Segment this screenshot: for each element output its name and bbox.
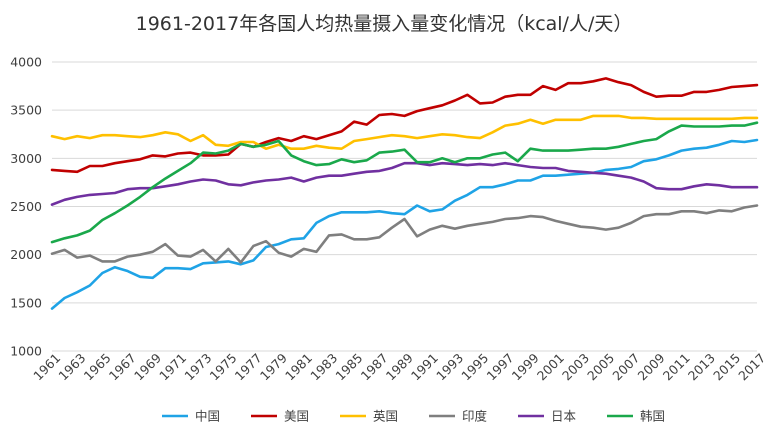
x-tick-label: 1993 bbox=[433, 350, 466, 383]
x-tick-label: 2003 bbox=[559, 350, 592, 383]
y-tick-label: 3500 bbox=[10, 103, 42, 118]
x-tick-label: 1983 bbox=[307, 350, 340, 383]
x-tick-label: 1995 bbox=[458, 350, 491, 383]
x-tick-label: 2005 bbox=[584, 350, 617, 383]
series-line-2 bbox=[50, 114, 759, 150]
x-tick-label: 1967 bbox=[106, 350, 139, 383]
x-tick-label: 1987 bbox=[358, 350, 391, 383]
x-tick-label: 1989 bbox=[383, 350, 416, 383]
x-tick-label: 2017 bbox=[735, 350, 768, 383]
y-tick-label: 3000 bbox=[10, 151, 42, 166]
series-line-4 bbox=[50, 161, 759, 206]
x-tick-label: 1985 bbox=[332, 350, 365, 383]
x-tick-label: 1999 bbox=[509, 350, 542, 383]
x-tick-label: 2011 bbox=[660, 350, 693, 383]
y-tick-label: 2500 bbox=[10, 199, 42, 214]
x-tick-label: 2007 bbox=[609, 350, 642, 383]
x-tick-label: 1997 bbox=[483, 350, 516, 383]
series-line-0 bbox=[50, 138, 759, 310]
legend-label: 印度 bbox=[462, 409, 488, 424]
y-tick-label: 2000 bbox=[10, 247, 42, 262]
x-tick-label: 1971 bbox=[156, 350, 189, 383]
x-tick-label: 2015 bbox=[710, 350, 743, 383]
legend-label: 美国 bbox=[284, 409, 309, 424]
legend: 中国 美国 英国 印度 日本 韩国 bbox=[162, 409, 665, 424]
series-line-3 bbox=[50, 204, 759, 264]
x-tick-label: 1969 bbox=[131, 350, 164, 383]
chart-title: 1961-2017年各国人均热量摄入量变化情况（kcal/人/天） bbox=[136, 13, 633, 35]
y-tick-label: 1500 bbox=[10, 295, 42, 310]
series-line-1 bbox=[50, 77, 759, 174]
x-axis: 1961196319651967196919711973197519771979… bbox=[30, 350, 768, 383]
x-tick-label: 2009 bbox=[635, 350, 668, 383]
series-line-5 bbox=[50, 121, 759, 244]
legend-label: 中国 bbox=[195, 409, 220, 424]
legend-label: 英国 bbox=[373, 409, 398, 424]
y-tick-label: 1000 bbox=[10, 344, 42, 359]
y-tick-label: 4000 bbox=[10, 55, 42, 70]
x-tick-label: 1963 bbox=[55, 350, 88, 383]
x-tick-label: 1991 bbox=[408, 350, 441, 383]
legend-label: 日本 bbox=[551, 409, 577, 424]
x-tick-label: 1973 bbox=[181, 350, 214, 383]
x-tick-label: 2001 bbox=[534, 350, 567, 383]
x-tick-label: 1975 bbox=[207, 350, 240, 383]
x-tick-label: 1981 bbox=[282, 350, 315, 383]
legend-label: 韩国 bbox=[640, 409, 665, 424]
series-lines bbox=[50, 77, 759, 310]
y-axis: 1000 1500 2000 2500 3000 3500 4000 bbox=[10, 55, 42, 359]
x-tick-label: 1965 bbox=[81, 350, 114, 383]
x-tick-label: 2013 bbox=[685, 350, 718, 383]
grid-lines bbox=[52, 61, 757, 352]
x-tick-label: 1979 bbox=[257, 350, 290, 383]
x-tick-label: 1977 bbox=[232, 350, 265, 383]
